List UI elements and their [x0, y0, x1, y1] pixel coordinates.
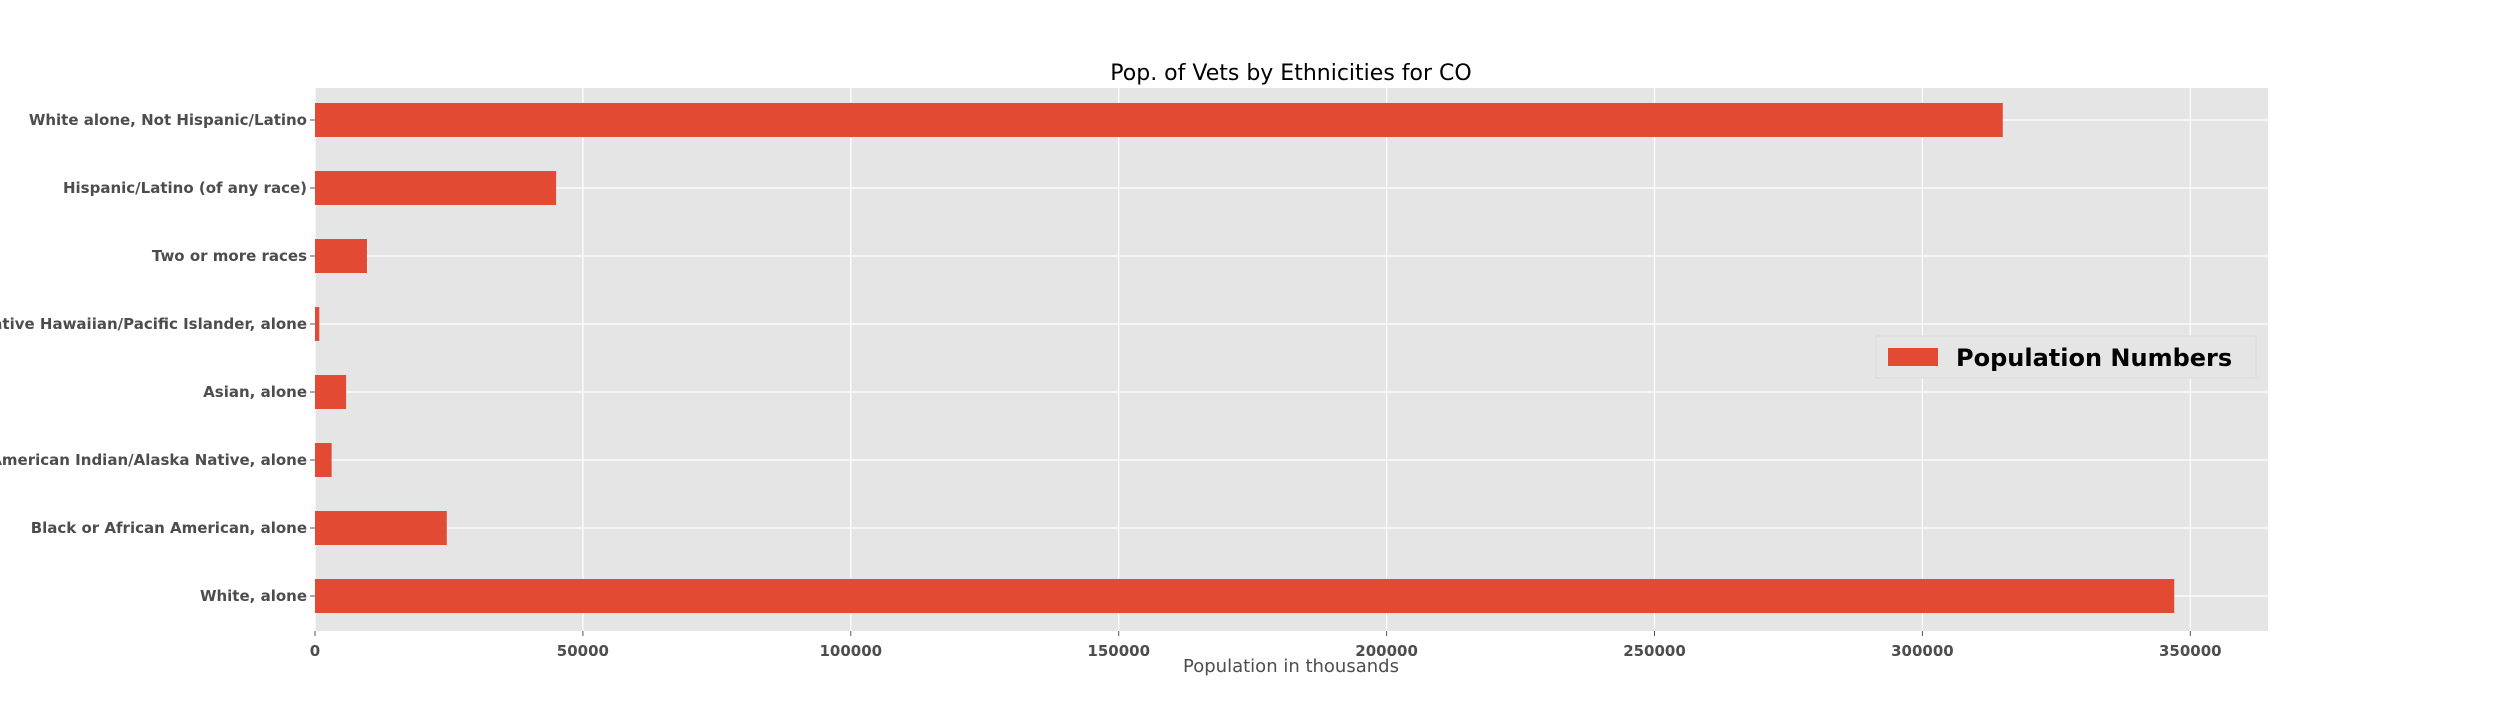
legend: Population Numbers: [1875, 335, 2257, 379]
bar: [315, 579, 2175, 613]
x-axis-label: Population in thousands: [1183, 656, 1399, 677]
y-tick-label: Asian, alone: [203, 383, 307, 401]
y-tick-label: White alone, Not Hispanic/Latino: [29, 111, 307, 129]
x-tick-label: 0: [310, 642, 320, 660]
bar: [315, 307, 320, 341]
x-tick-label: 200000: [1355, 642, 1418, 660]
y-tick-label: Native Hawaiian/Pacific Islander, alone: [0, 315, 307, 333]
y-tick-label: White, alone: [200, 587, 307, 605]
y-tick-label: American Indian/Alaska Native, alone: [0, 451, 307, 469]
x-tick-label: 50000: [557, 642, 609, 660]
x-tick-label: 300000: [1891, 642, 1954, 660]
x-tick-label: 350000: [2159, 642, 2222, 660]
bar: [315, 511, 447, 545]
bar: [315, 375, 347, 409]
y-tick-label: Black or African American, alone: [31, 519, 307, 537]
y-tick-label: Hispanic/Latino (of any race): [63, 179, 307, 197]
bar: [315, 239, 367, 273]
bar: [315, 443, 332, 477]
x-tick-label: 250000: [1623, 642, 1686, 660]
x-axis: 0 50000 100000 150000 200000 250000 300000 3500…: [310, 631, 2222, 660]
bar: [315, 171, 557, 205]
bars: [315, 103, 2175, 613]
legend-label: Population Numbers: [1956, 344, 2232, 372]
x-tick-label: 150000: [1087, 642, 1150, 660]
y-tick-label: Two or more races: [152, 247, 307, 265]
chart-title: Pop. of Vets by Ethnicities for CO: [1110, 61, 1471, 86]
x-tick-label: 100000: [819, 642, 882, 660]
y-axis: White, alone Black or African American, a…: [0, 111, 315, 605]
legend-frame: [1875, 335, 2257, 379]
bar: [315, 103, 2003, 137]
legend-swatch: [1888, 348, 1938, 366]
